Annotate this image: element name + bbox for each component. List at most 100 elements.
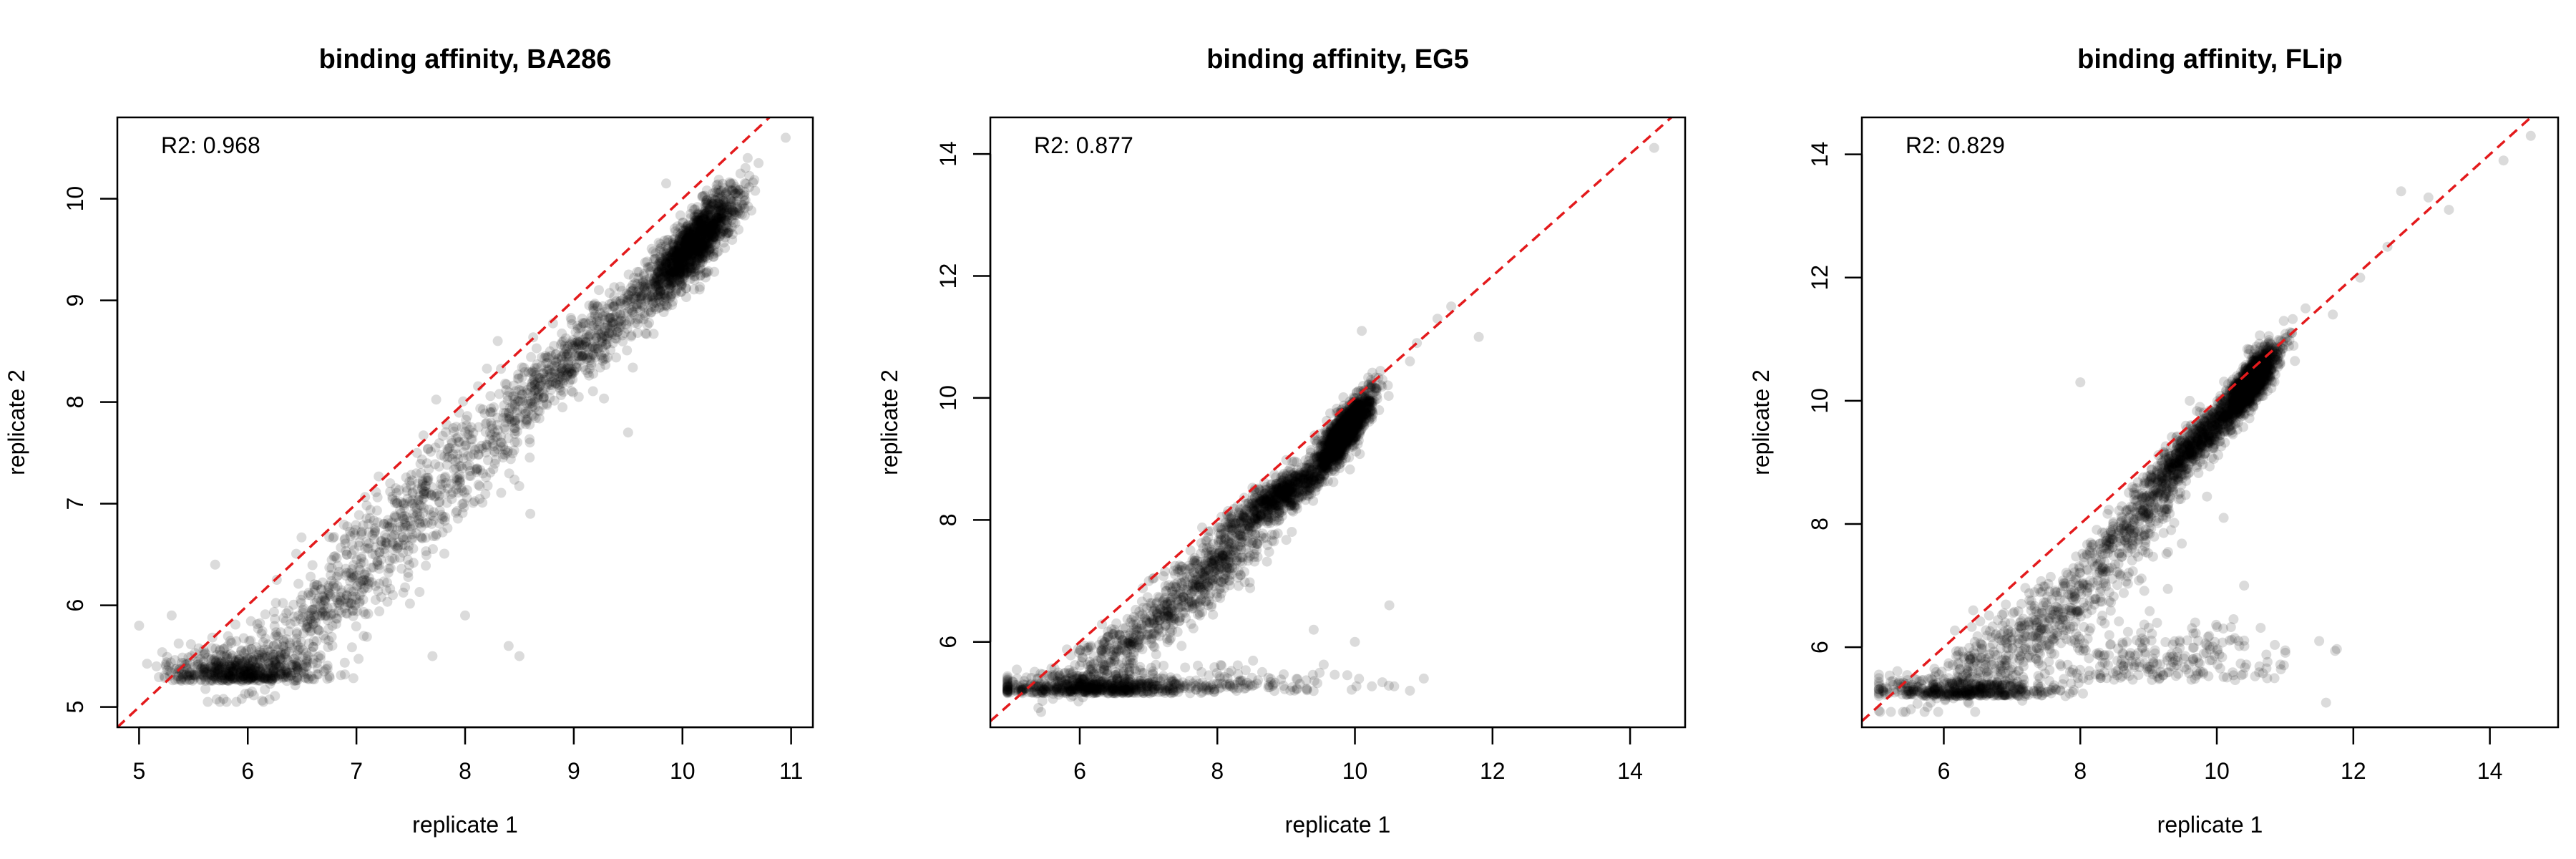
data-point bbox=[640, 311, 650, 321]
data-point bbox=[560, 365, 570, 376]
data-point bbox=[667, 246, 678, 256]
data-point bbox=[358, 557, 369, 568]
data-point bbox=[721, 228, 732, 239]
data-point bbox=[715, 197, 726, 208]
data-point bbox=[417, 479, 428, 490]
data-point bbox=[711, 247, 722, 258]
data-point bbox=[690, 215, 701, 225]
data-point bbox=[360, 543, 371, 553]
data-point bbox=[249, 671, 260, 682]
data-point bbox=[1345, 425, 1356, 436]
data-point bbox=[389, 530, 399, 540]
data-point bbox=[320, 593, 331, 603]
data-point bbox=[173, 667, 184, 678]
data-point bbox=[440, 427, 451, 437]
data-point bbox=[306, 646, 317, 657]
data-point bbox=[567, 337, 577, 348]
reference-line bbox=[116, 116, 771, 729]
data-point bbox=[468, 498, 479, 508]
data-point bbox=[1346, 424, 1357, 435]
data-point bbox=[678, 261, 689, 272]
data-point bbox=[665, 257, 675, 268]
data-point bbox=[519, 367, 530, 377]
data-point bbox=[727, 205, 738, 215]
data-point bbox=[308, 604, 318, 615]
data-point bbox=[1331, 434, 1342, 445]
data-point bbox=[311, 596, 322, 606]
data-point bbox=[1339, 420, 1350, 431]
data-point bbox=[298, 645, 308, 656]
data-point bbox=[663, 259, 674, 270]
data-point bbox=[727, 210, 738, 220]
data-point bbox=[387, 491, 398, 502]
data-point bbox=[741, 178, 751, 189]
data-point bbox=[205, 675, 215, 686]
data-point bbox=[230, 674, 241, 685]
data-point bbox=[280, 669, 291, 680]
data-point bbox=[693, 209, 704, 220]
data-point bbox=[570, 340, 580, 351]
data-point bbox=[679, 257, 690, 268]
data-point bbox=[267, 675, 278, 686]
data-point bbox=[600, 359, 611, 370]
data-point bbox=[684, 259, 695, 270]
data-point bbox=[414, 518, 424, 528]
data-point bbox=[1320, 462, 1331, 473]
data-point bbox=[175, 674, 186, 685]
data-point bbox=[660, 263, 670, 273]
data-point bbox=[1330, 425, 1340, 436]
data-point bbox=[1369, 396, 1380, 407]
data-point bbox=[654, 276, 664, 286]
data-point bbox=[453, 454, 464, 464]
data-point bbox=[380, 530, 390, 540]
data-point bbox=[1332, 427, 1343, 437]
data-point bbox=[677, 234, 688, 245]
data-point bbox=[674, 266, 684, 277]
data-point bbox=[713, 209, 724, 220]
data-point bbox=[707, 199, 718, 210]
data-point bbox=[696, 215, 706, 226]
data-point bbox=[473, 449, 484, 460]
data-point bbox=[632, 266, 643, 277]
data-point bbox=[698, 213, 709, 224]
data-point bbox=[678, 229, 689, 240]
data-point bbox=[605, 313, 616, 324]
data-point bbox=[1356, 414, 1367, 425]
data-point bbox=[291, 627, 302, 638]
data-point bbox=[560, 341, 570, 351]
data-point bbox=[571, 362, 582, 373]
data-point bbox=[694, 229, 705, 240]
data-point bbox=[679, 255, 690, 266]
data-point bbox=[546, 380, 557, 391]
data-point bbox=[466, 422, 477, 432]
data-point bbox=[696, 230, 707, 241]
data-point bbox=[454, 437, 465, 447]
data-point bbox=[437, 527, 448, 538]
data-point bbox=[716, 210, 727, 221]
data-point bbox=[695, 263, 706, 274]
x-axis: 5 6 7 8 9 10 11 bbox=[132, 726, 803, 784]
data-point bbox=[655, 256, 665, 267]
data-point bbox=[385, 583, 396, 594]
data-point bbox=[244, 663, 255, 674]
data-point bbox=[567, 339, 577, 350]
data-point bbox=[668, 280, 678, 291]
data-point bbox=[308, 636, 319, 646]
data-point bbox=[452, 472, 462, 483]
data-point bbox=[419, 488, 429, 499]
data-point bbox=[200, 661, 210, 672]
data-point bbox=[680, 235, 691, 246]
data-point bbox=[363, 583, 373, 593]
data-point bbox=[328, 578, 339, 589]
data-point bbox=[701, 220, 711, 231]
data-point bbox=[300, 673, 311, 684]
data-point bbox=[686, 251, 697, 261]
data-point bbox=[408, 498, 419, 509]
data-point bbox=[646, 243, 657, 254]
data-point bbox=[493, 444, 504, 455]
data-point bbox=[427, 651, 438, 661]
data-point bbox=[680, 251, 691, 261]
data-point bbox=[704, 223, 715, 233]
data-point bbox=[650, 287, 660, 298]
data-point bbox=[230, 656, 241, 666]
